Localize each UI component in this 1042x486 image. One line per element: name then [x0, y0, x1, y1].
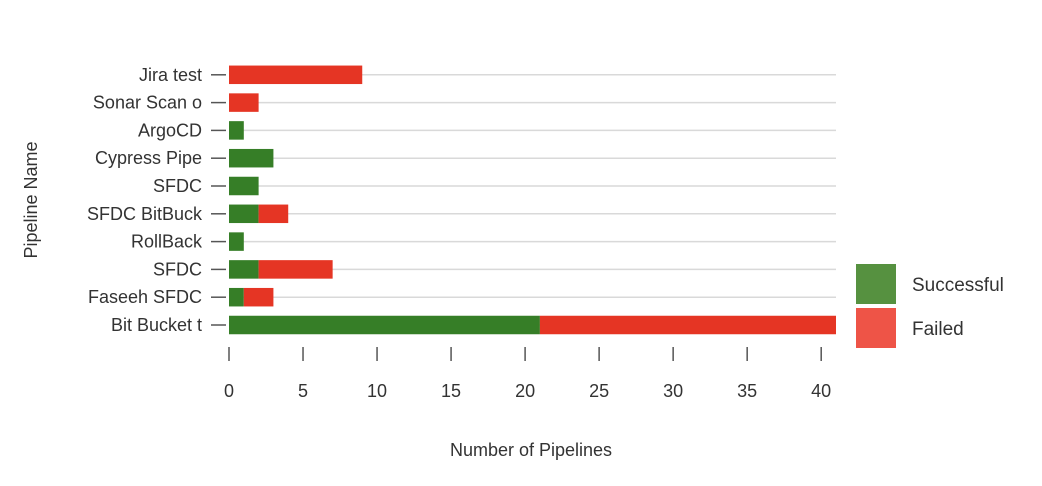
legend-label-successful[interactable]: Successful [912, 275, 1004, 296]
gridlines [229, 74, 836, 326]
y-tick-label-faseeh-sfdc-1: Faseeh SFDC [88, 287, 202, 307]
x-tick-label-25: 25 [589, 381, 609, 401]
bar-failed-bit-bucket-t-0[interactable] [539, 315, 836, 335]
x-tick-label-15: 15 [441, 381, 461, 401]
bar-failed-sfdc-bitbuck-4[interactable] [258, 204, 289, 224]
y-tick-label-sfdc-2: SFDC [153, 259, 202, 279]
legend-swatch-successful[interactable] [856, 264, 896, 304]
legend-label-failed[interactable]: Failed [912, 319, 964, 340]
y-axis: Bit Bucket t Faseeh SFDC SFDC RollBack SFDC … [87, 65, 226, 335]
y-tick-label-sonar-scan-o-8: Sonar Scan o [93, 93, 202, 113]
bar-successful-sfdc-bitbuck-4[interactable] [229, 204, 259, 224]
bar-successful-sfdc-5[interactable] [229, 176, 259, 196]
x-tick-label-35: 35 [737, 381, 757, 401]
x-tick-label-0: 0 [224, 381, 234, 401]
y-tick-label-sfdc-bitbuck-4: SFDC BitBuck [87, 204, 203, 224]
x-axis-title: Number of Pipelines [450, 440, 612, 460]
y-axis-title: Pipeline Name [21, 141, 41, 258]
bar-successful-argocd-7[interactable] [229, 121, 244, 140]
x-tick-label-40: 40 [811, 381, 831, 401]
y-tick-label-sfdc-5: SFDC [153, 176, 202, 196]
legend-swatch-failed[interactable] [856, 308, 896, 348]
bar-successful-faseeh-sfdc-1[interactable] [229, 287, 244, 307]
y-tick-label-bit-bucket-t-0: Bit Bucket t [111, 315, 202, 335]
x-axis: 0 5 10 15 20 25 30 35 40 [224, 347, 831, 401]
y-tick-label-rollback-3: RollBack [131, 232, 203, 252]
bar-failed-faseeh-sfdc-1[interactable] [243, 287, 274, 307]
y-tick-label-argocd-7: ArgoCD [138, 120, 202, 140]
y-tick-label-jira-test-9: Jira test [139, 65, 202, 85]
bar-successful-cypress-pipe-6[interactable] [229, 148, 274, 168]
x-tick-label-20: 20 [515, 381, 535, 401]
bar-failed-jira-test-9[interactable] [229, 65, 363, 85]
x-tick-label-10: 10 [367, 381, 387, 401]
y-tick-label-cypress-pipe-6: Cypress Pipe [95, 148, 202, 168]
x-tick-label-30: 30 [663, 381, 683, 401]
bar-successful-rollback-3[interactable] [229, 232, 244, 251]
bar-failed-sfdc-2[interactable] [258, 260, 333, 279]
bar-successful-sfdc-2[interactable] [229, 260, 259, 279]
bar-successful-bit-bucket-t-0[interactable] [229, 315, 540, 335]
bars [229, 65, 836, 335]
bar-failed-sonar-scan-o-8[interactable] [229, 93, 259, 112]
x-tick-label-5: 5 [298, 381, 308, 401]
legend: Successful Failed [856, 264, 1004, 348]
